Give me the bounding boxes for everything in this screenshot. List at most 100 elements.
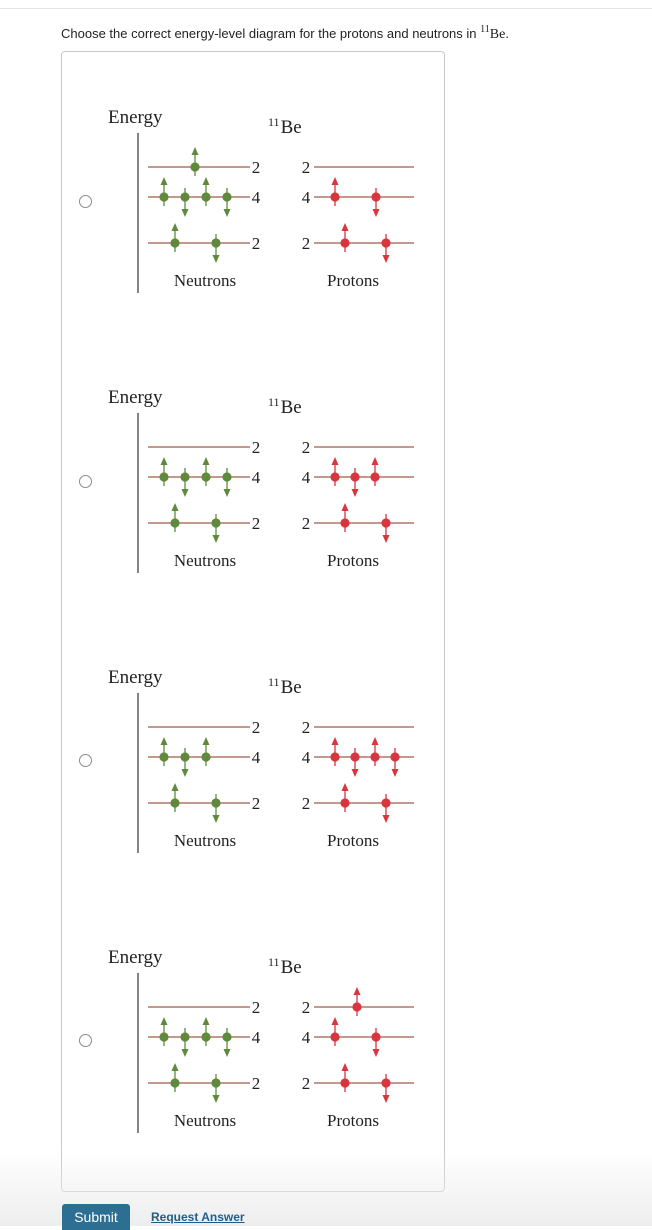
neutron-mid-2 [180, 1028, 190, 1057]
neutron-mid-3 [201, 457, 211, 486]
question-prompt: Choose the correct energy-level diagram … [61, 24, 509, 43]
protons-label: Protons [327, 271, 379, 290]
neutrons-label: Neutrons [174, 831, 236, 850]
option-radio-d[interactable] [79, 1034, 92, 1047]
proton-mid-1 [330, 177, 340, 206]
neutrons-label: Neutrons [174, 1111, 236, 1130]
neutron-mid-2 [180, 748, 190, 777]
neutron-mid-3 [201, 737, 211, 766]
energy-level-diagram-d: Energy 11Be 2 2 4 4 2 2 Neutrons Protons [100, 935, 430, 1135]
proton-capacity-bottom: 2 [302, 234, 311, 253]
neutron-capacity-mid: 4 [252, 188, 261, 207]
diagram-graphic: Energy 11Be 2 2 4 4 2 2 Neutrons Protons [108, 947, 414, 1133]
neutrons-label: Neutrons [174, 551, 236, 570]
diagram-graphic: Energy 11Be 2 2 4 4 2 2 Neutrons Protons [108, 387, 414, 573]
neutron-capacity-mid: 4 [252, 748, 261, 767]
neutron-mid-2 [180, 188, 190, 217]
neutron-capacity-mid: 4 [252, 468, 261, 487]
energy-label: Energy [108, 667, 163, 688]
request-answer-link[interactable]: Request Answer [151, 1210, 245, 1224]
neutron-capacity-bottom: 2 [252, 514, 261, 533]
neutron-bottom-1 [170, 1063, 180, 1092]
neutron-bottom-2 [211, 1074, 221, 1103]
proton-capacity-bottom: 2 [302, 794, 311, 813]
proton-mid-1 [330, 1017, 340, 1046]
question-element: Be [489, 27, 506, 42]
energy-label: Energy [108, 387, 163, 408]
proton-capacity-mid: 4 [302, 1028, 311, 1047]
nucleus-element: Be [281, 957, 302, 978]
energy-level-diagram-a: Energy 11Be 2 2 4 4 2 2 Neutrons Protons [100, 95, 430, 295]
proton-capacity-bottom: 2 [302, 514, 311, 533]
nucleus-label: 11Be [268, 675, 302, 698]
neutron-bottom-2 [211, 234, 221, 263]
nucleus-label: 11Be [268, 395, 302, 418]
neutron-capacity-top: 2 [252, 158, 261, 177]
neutron-capacity-bottom: 2 [252, 234, 261, 253]
neutron-mid-4 [222, 1028, 232, 1057]
neutron-mid-1 [159, 1017, 169, 1046]
submit-button[interactable]: Submit [62, 1204, 130, 1230]
nucleus-element: Be [281, 117, 302, 138]
question-text: Choose the correct energy-level diagram … [61, 26, 481, 41]
proton-mid-1 [330, 457, 340, 486]
proton-bottom-1 [340, 783, 350, 812]
neutron-bottom-1 [170, 503, 180, 532]
nucleus-mass-number: 11 [268, 675, 280, 689]
proton-mid-2 [350, 468, 360, 497]
nucleus-mass-number: 11 [268, 115, 280, 129]
proton-bottom-2 [381, 514, 391, 543]
neutron-bottom-1 [170, 223, 180, 252]
option-radio-c[interactable] [79, 754, 92, 767]
proton-bottom-2 [381, 794, 391, 823]
proton-mid-1 [330, 737, 340, 766]
question-nuclide: 11Be [480, 24, 506, 42]
question-suffix: . [505, 26, 509, 41]
neutron-top-1 [190, 147, 200, 176]
proton-mid-2 [371, 188, 381, 217]
diagram-graphic: Energy 11Be 2 2 4 4 2 2 Neutrons Protons [108, 667, 414, 853]
nucleus-label: 11Be [268, 115, 302, 138]
option-radio-b[interactable] [79, 475, 92, 488]
proton-capacity-mid: 4 [302, 748, 311, 767]
neutron-capacity-mid: 4 [252, 1028, 261, 1047]
neutron-mid-1 [159, 737, 169, 766]
neutron-mid-1 [159, 457, 169, 486]
neutron-bottom-2 [211, 514, 221, 543]
neutron-bottom-1 [170, 783, 180, 812]
nucleus-mass-number: 11 [268, 955, 280, 969]
neutron-mid-3 [201, 177, 211, 206]
proton-capacity-mid: 4 [302, 188, 311, 207]
protons-label: Protons [327, 551, 379, 570]
neutron-mid-3 [201, 1017, 211, 1046]
nucleus-element: Be [281, 677, 302, 698]
proton-mid-4 [390, 748, 400, 777]
proton-bottom-1 [340, 223, 350, 252]
option-radio-a[interactable] [79, 195, 92, 208]
neutron-mid-4 [222, 188, 232, 217]
proton-bottom-1 [340, 503, 350, 532]
proton-mid-3 [370, 737, 380, 766]
neutron-capacity-top: 2 [252, 438, 261, 457]
neutron-capacity-bottom: 2 [252, 1074, 261, 1093]
proton-capacity-top: 2 [302, 998, 311, 1017]
proton-bottom-2 [381, 1074, 391, 1103]
protons-label: Protons [327, 831, 379, 850]
question-mass-number: 11 [480, 24, 490, 35]
energy-level-diagram-c: Energy 11Be 2 2 4 4 2 2 Neutrons Protons [100, 655, 430, 855]
energy-label: Energy [108, 107, 163, 128]
energy-level-diagram-b: Energy 11Be 2 2 4 4 2 2 Neutrons Protons [100, 375, 430, 575]
proton-mid-2 [350, 748, 360, 777]
neutron-capacity-bottom: 2 [252, 794, 261, 813]
nucleus-mass-number: 11 [268, 395, 280, 409]
protons-label: Protons [327, 1111, 379, 1130]
proton-capacity-top: 2 [302, 438, 311, 457]
energy-label: Energy [108, 947, 163, 968]
proton-capacity-mid: 4 [302, 468, 311, 487]
neutron-mid-2 [180, 468, 190, 497]
neutron-mid-1 [159, 177, 169, 206]
proton-mid-3 [370, 457, 380, 486]
proton-bottom-1 [340, 1063, 350, 1092]
proton-mid-2 [371, 1028, 381, 1057]
diagram-graphic: Energy 11Be 2 2 4 4 2 2 Neutrons Protons [108, 107, 414, 293]
